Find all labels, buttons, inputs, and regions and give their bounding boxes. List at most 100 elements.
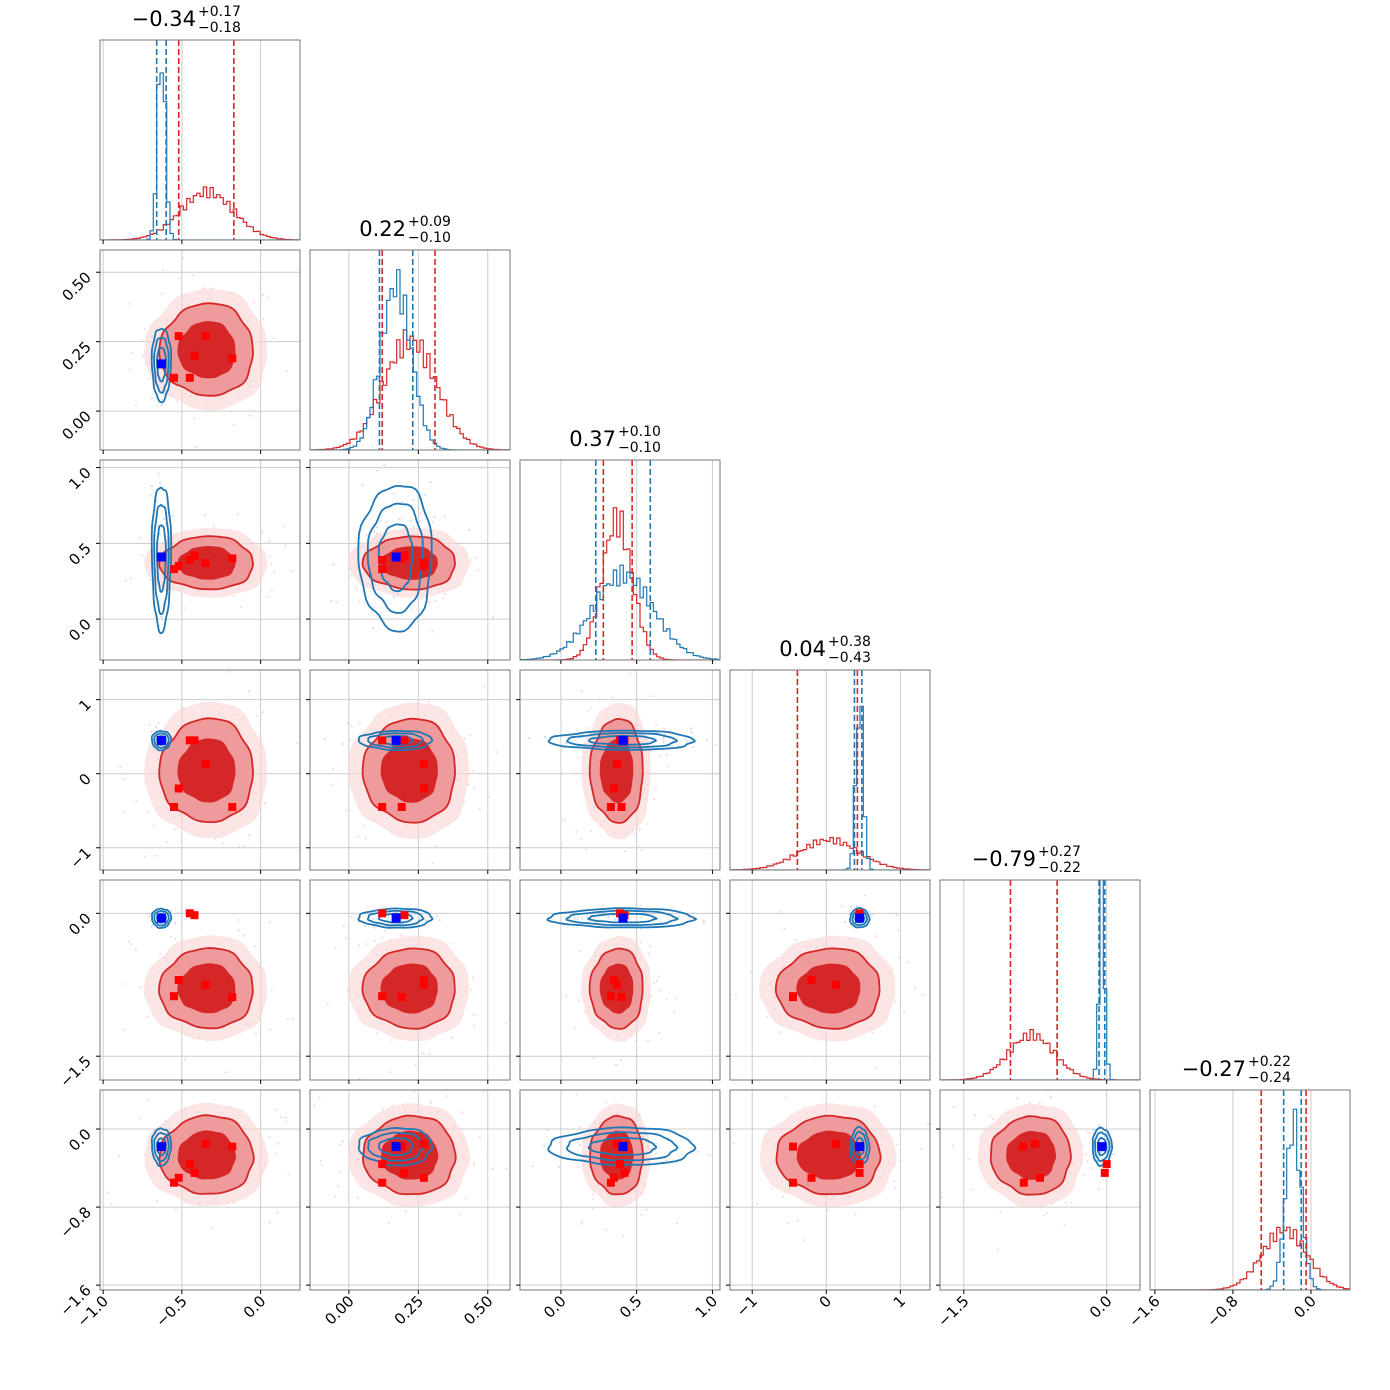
red-marker-3 bbox=[618, 803, 626, 811]
red-sample-point bbox=[581, 1221, 583, 1223]
red-sample-point bbox=[469, 734, 471, 736]
blue-sample-point bbox=[436, 915, 438, 917]
contour-panel-5-0: −1.0 −0.5 0.0−1.6−0.80.0 bbox=[56, 1090, 315, 1331]
red-sample-point bbox=[780, 911, 782, 913]
x-tick-label-1: 0 bbox=[816, 1292, 835, 1311]
red-sample-point bbox=[803, 1239, 805, 1241]
red-sample-point bbox=[147, 1098, 149, 1100]
red-sample-point bbox=[125, 580, 127, 582]
red-marker-0 bbox=[610, 785, 618, 793]
blue-sample-point bbox=[401, 501, 403, 503]
panel-content bbox=[270, 880, 510, 1090]
blue-histogram bbox=[100, 73, 300, 240]
red-sample-point bbox=[277, 1143, 279, 1145]
title-plus: +0.38 bbox=[828, 634, 871, 650]
red-sample-point bbox=[161, 293, 163, 295]
blue-sample-point bbox=[376, 526, 378, 528]
red-sample-point bbox=[132, 352, 134, 354]
red-sample-point bbox=[192, 274, 194, 276]
blue-sample-point bbox=[413, 526, 415, 528]
red-sample-point bbox=[243, 934, 245, 936]
red-sample-point bbox=[893, 1180, 895, 1182]
red-sample-point bbox=[347, 722, 349, 724]
red-sample-point bbox=[1046, 1212, 1048, 1214]
blue-sample-point bbox=[324, 738, 326, 740]
red-sample-point bbox=[666, 754, 668, 756]
red-sample-point bbox=[135, 949, 137, 951]
red-sample-point bbox=[565, 995, 567, 997]
red-sample-point bbox=[483, 1091, 485, 1093]
red-sample-point bbox=[663, 728, 665, 730]
red-sample-point bbox=[560, 725, 562, 727]
panel-content bbox=[76, 443, 313, 722]
blue-sample-point bbox=[543, 1145, 545, 1147]
red-marker-1 bbox=[378, 909, 386, 917]
x-tick-label-1: 0.5 bbox=[616, 1292, 646, 1322]
red-sample-point bbox=[900, 1208, 902, 1210]
red-sample-point bbox=[942, 1180, 944, 1182]
red-sample-point bbox=[357, 836, 359, 838]
red-sample-point bbox=[149, 579, 151, 581]
red-sample-point bbox=[338, 1186, 340, 1188]
blue-marker bbox=[855, 1142, 864, 1151]
red-sample-point bbox=[296, 742, 298, 744]
red-marker-0 bbox=[420, 1174, 428, 1182]
blue-sample-point bbox=[691, 731, 693, 733]
red-sample-point bbox=[1050, 1096, 1052, 1098]
red-sample-point bbox=[951, 1001, 953, 1003]
blue-sample-point bbox=[439, 919, 441, 921]
blue-sample-point bbox=[151, 397, 153, 399]
red-sample-point bbox=[592, 1057, 594, 1059]
red-sample-point bbox=[121, 875, 123, 877]
title-1: 0.22 +0.09−0.10 bbox=[359, 214, 451, 246]
red-sample-point bbox=[855, 1213, 857, 1215]
blue-sample-point bbox=[663, 741, 665, 743]
red-sample-point bbox=[185, 937, 187, 939]
red-marker-5 bbox=[621, 1169, 629, 1177]
red-sample-point bbox=[903, 1011, 905, 1013]
red-sample-point bbox=[233, 595, 235, 597]
red-sample-point bbox=[284, 545, 286, 547]
blue-sample-point bbox=[418, 915, 420, 917]
red-sample-point bbox=[285, 1117, 287, 1119]
red-sample-point bbox=[475, 1014, 477, 1016]
red-marker-4 bbox=[170, 565, 178, 573]
red-sample-point bbox=[505, 1022, 507, 1024]
red-sample-point bbox=[269, 1136, 271, 1138]
panel-content bbox=[99, 668, 300, 938]
red-sample-point bbox=[261, 530, 263, 532]
red-sample-point bbox=[974, 1114, 976, 1116]
red-sample-point bbox=[473, 1162, 475, 1164]
red-sample-point bbox=[472, 770, 474, 772]
red-sample-point bbox=[1016, 1097, 1018, 1099]
blue-sample-point bbox=[158, 473, 160, 475]
title-minus: −0.10 bbox=[408, 230, 451, 246]
panel-content bbox=[93, 1090, 315, 1290]
red-sample-point bbox=[174, 938, 176, 940]
blue-sample-point bbox=[372, 918, 374, 920]
blue-sample-point bbox=[655, 1143, 657, 1145]
y-tick-label-1: 0.25 bbox=[58, 338, 94, 374]
red-sample-point bbox=[359, 722, 361, 724]
red-sample-point bbox=[356, 1197, 358, 1199]
y-tick-label-1: 0.5 bbox=[65, 539, 95, 569]
red-sample-point bbox=[1090, 1167, 1092, 1169]
red-marker-3 bbox=[1019, 1143, 1027, 1151]
red-marker-1 bbox=[186, 374, 194, 382]
red-sample-point bbox=[129, 369, 131, 371]
blue-sample-point bbox=[565, 743, 567, 745]
blue-sample-point bbox=[174, 922, 176, 924]
y-tick-label-2: 1.0 bbox=[65, 464, 95, 494]
red-sample-point bbox=[414, 1064, 416, 1066]
red-sample-point bbox=[722, 986, 724, 988]
red-sample-point bbox=[750, 971, 752, 973]
blue-sample-point bbox=[425, 919, 427, 921]
red-marker-3 bbox=[398, 803, 406, 811]
red-marker-0 bbox=[175, 976, 183, 984]
blue-sample-point bbox=[586, 915, 588, 917]
red-sample-point bbox=[162, 269, 164, 271]
red-sample-point bbox=[410, 609, 412, 611]
blue-sample-point bbox=[690, 727, 692, 729]
red-sample-point bbox=[469, 559, 471, 561]
red-sample-point bbox=[1085, 1153, 1087, 1155]
